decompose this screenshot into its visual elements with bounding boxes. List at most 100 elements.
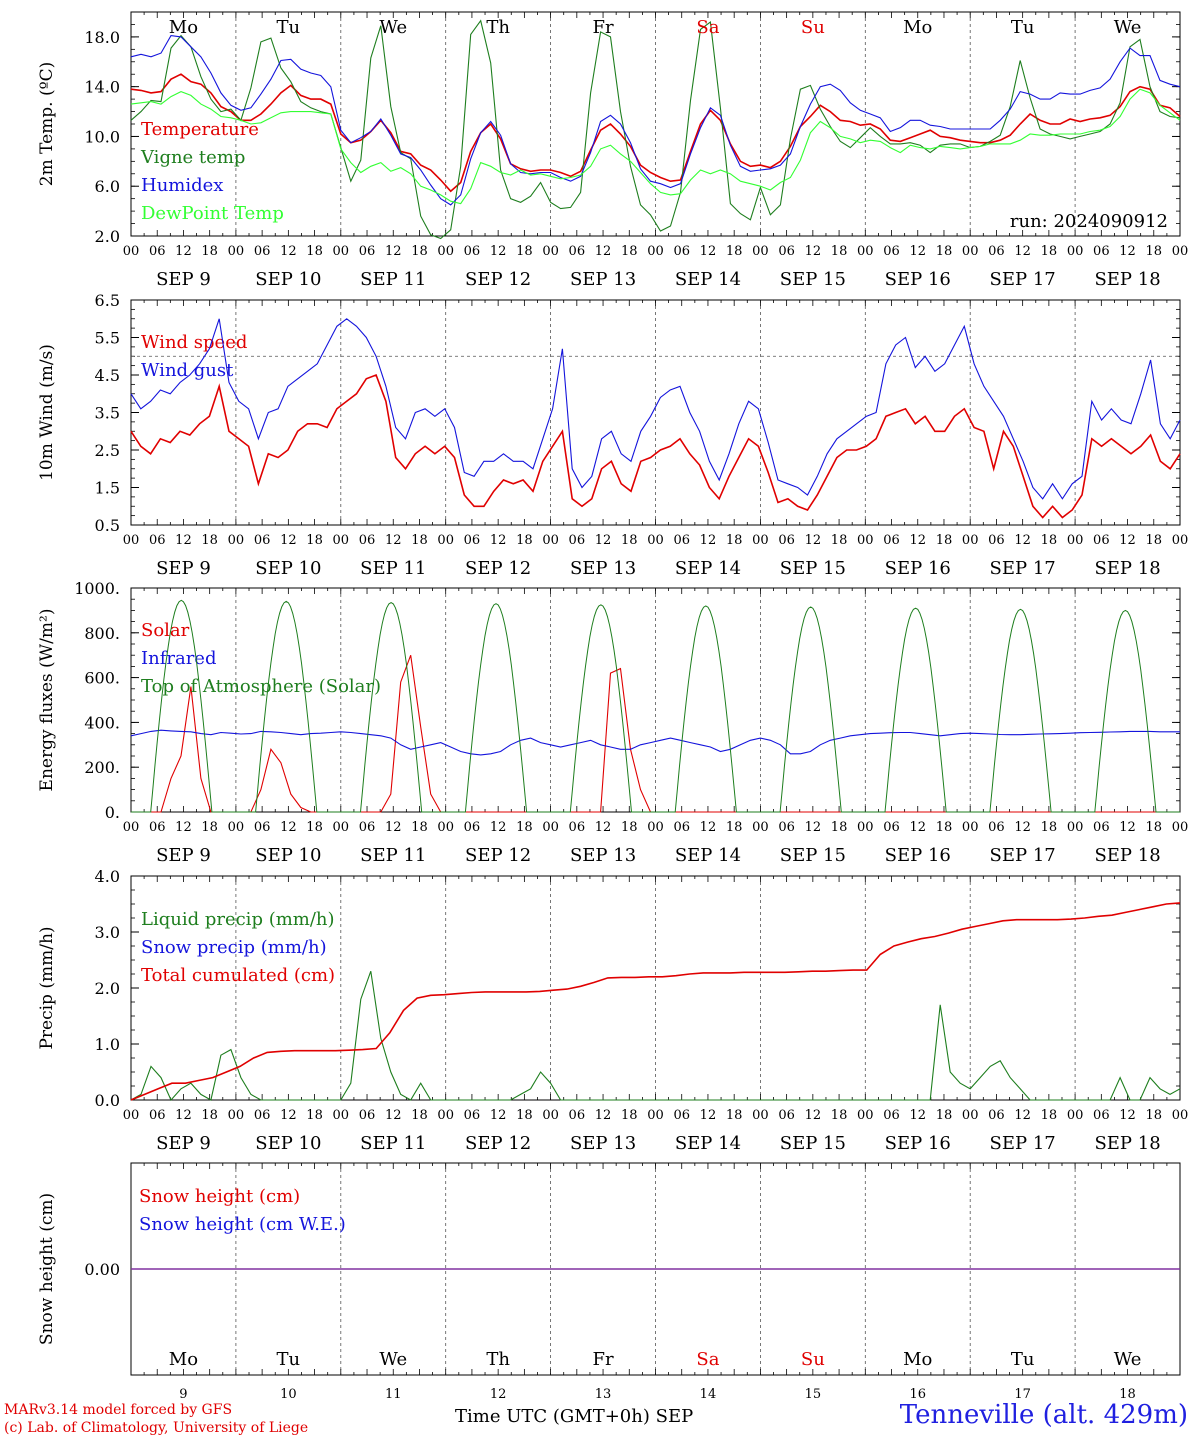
x-tick-label: 12 xyxy=(490,244,507,259)
x-tick-label: 06 xyxy=(988,1108,1005,1123)
day-label: SEP 12 xyxy=(465,558,531,579)
x-tick-label: 12 xyxy=(805,244,822,259)
x-tick-label: 00 xyxy=(542,533,559,548)
x-tick-label: 06 xyxy=(569,1108,586,1123)
weekday-label: Th xyxy=(486,1349,510,1370)
x-tick-label: 06 xyxy=(464,1108,481,1123)
y-tick-label: 18.0 xyxy=(84,28,120,47)
day-label: SEP 14 xyxy=(675,269,741,290)
x-tick-label: 18 xyxy=(516,533,533,548)
x-tick-label: 00 xyxy=(437,1108,454,1123)
panel-4: 0.0 1.0 2.0 3.0 4.0 Precip (mm/h) Liquid preci… xyxy=(37,867,1188,1154)
day-label: SEP 11 xyxy=(360,1133,426,1154)
x-tick-label: 18 xyxy=(516,1108,533,1123)
y-tick-label: 2.0 xyxy=(95,979,120,998)
day-number-label: 9 xyxy=(179,1387,187,1402)
x-tick-label: 00 xyxy=(437,244,454,259)
day-label: SEP 15 xyxy=(780,558,846,579)
x-tick-label: 00 xyxy=(857,1108,874,1123)
x-tick-label: 12 xyxy=(805,1108,822,1123)
x-tick-label: 12 xyxy=(280,820,297,835)
day-number-label: 14 xyxy=(700,1387,717,1402)
x-tick-label: 18 xyxy=(411,244,428,259)
weekday-label: Su xyxy=(801,1349,825,1370)
x-tick-label: 18 xyxy=(831,1108,848,1123)
x-tick-label: 00 xyxy=(647,1108,664,1123)
x-tick-label: 06 xyxy=(359,244,376,259)
y-axis-label: 10m Wind (m/s) xyxy=(37,344,57,481)
station-name: Tenneville (alt. 429m) xyxy=(899,1400,1188,1430)
x-tick-label: 00 xyxy=(228,244,245,259)
lab-credit: (c) Lab. of Climatology, University of L… xyxy=(4,1420,309,1436)
x-tick-label: 18 xyxy=(411,1108,428,1123)
x-tick-label: 00 xyxy=(333,820,350,835)
weekday-label: We xyxy=(379,17,407,38)
y-tick-label: 1000. xyxy=(74,579,120,598)
x-tick-label: 12 xyxy=(595,244,612,259)
x-tick-label: 18 xyxy=(516,244,533,259)
day-label: SEP 10 xyxy=(255,269,321,290)
y-tick-label: 200. xyxy=(84,758,120,777)
x-tick-label: 12 xyxy=(1014,1108,1031,1123)
y-tick-label: 2.5 xyxy=(95,441,120,460)
x-tick-label: 00 xyxy=(542,1108,559,1123)
x-tick-label: 06 xyxy=(778,533,795,548)
x-tick-label: 18 xyxy=(726,244,743,259)
x-tick-label: 00 xyxy=(1067,533,1084,548)
x-tick-label: 00 xyxy=(857,244,874,259)
day-label: SEP 9 xyxy=(156,558,211,579)
y-tick-label: 6.0 xyxy=(95,177,120,196)
panel-1: 2.0 6.0 10.0 14.0 18.0 2m Temp. (ºC) Temperatu… xyxy=(37,11,1188,290)
day-label: SEP 16 xyxy=(885,558,951,579)
day-label: SEP 14 xyxy=(675,845,741,866)
x-tick-label: 06 xyxy=(778,1108,795,1123)
y-tick-label: 4.0 xyxy=(95,867,120,886)
x-tick-label: 06 xyxy=(464,244,481,259)
weekday-label: Th xyxy=(486,17,510,38)
x-tick-label: 18 xyxy=(621,820,638,835)
day-label: SEP 18 xyxy=(1094,558,1160,579)
day-label: SEP 15 xyxy=(780,845,846,866)
x-tick-label: 00 xyxy=(123,533,140,548)
series-line xyxy=(130,88,1181,205)
y-tick-label: 5.5 xyxy=(95,329,120,348)
x-tick-label: 12 xyxy=(1119,244,1136,259)
x-tick-label: 12 xyxy=(805,533,822,548)
x-tick-label: 00 xyxy=(647,820,664,835)
x-tick-label: 18 xyxy=(726,533,743,548)
day-label: SEP 17 xyxy=(990,1133,1056,1154)
x-tick-label: 00 xyxy=(962,1108,979,1123)
legend-entry: Total cumulated (cm) xyxy=(141,965,335,986)
weekday-label: Tu xyxy=(1011,17,1035,38)
x-tick-label: 06 xyxy=(359,820,376,835)
legend-entry: Vigne temp xyxy=(140,147,245,168)
legend-entry: Snow precip (mm/h) xyxy=(141,937,327,958)
x-tick-label: 00 xyxy=(962,820,979,835)
x-tick-label: 06 xyxy=(1093,820,1110,835)
y-tick-label: 3.5 xyxy=(95,404,120,423)
run-annotation: run: 2024090912 xyxy=(1010,211,1168,232)
x-tick-label: 00 xyxy=(228,1108,245,1123)
day-label: SEP 9 xyxy=(156,269,211,290)
x-tick-label: 06 xyxy=(883,533,900,548)
x-tick-label: 12 xyxy=(805,820,822,835)
y-tick-label: 4.5 xyxy=(95,366,120,385)
x-tick-label: 12 xyxy=(909,820,926,835)
x-tick-label: 12 xyxy=(385,244,402,259)
x-tick-label: 00 xyxy=(752,820,769,835)
day-number-label: 12 xyxy=(490,1387,507,1402)
day-label: SEP 11 xyxy=(360,558,426,579)
x-tick-label: 00 xyxy=(962,533,979,548)
day-label: SEP 16 xyxy=(885,845,951,866)
day-number-label: 10 xyxy=(280,1387,297,1402)
legend-entry: DewPoint Temp xyxy=(141,203,284,224)
day-label: SEP 15 xyxy=(780,269,846,290)
weekday-label: Mo xyxy=(903,1349,932,1370)
day-number-label: 11 xyxy=(385,1387,402,1402)
y-tick-label: 3.0 xyxy=(95,923,120,942)
x-tick-label: 06 xyxy=(149,820,166,835)
x-tick-label: 12 xyxy=(595,1108,612,1123)
y-tick-label: 14.0 xyxy=(84,78,120,97)
day-label: SEP 17 xyxy=(990,558,1056,579)
legend-entry: Infrared xyxy=(141,648,216,669)
